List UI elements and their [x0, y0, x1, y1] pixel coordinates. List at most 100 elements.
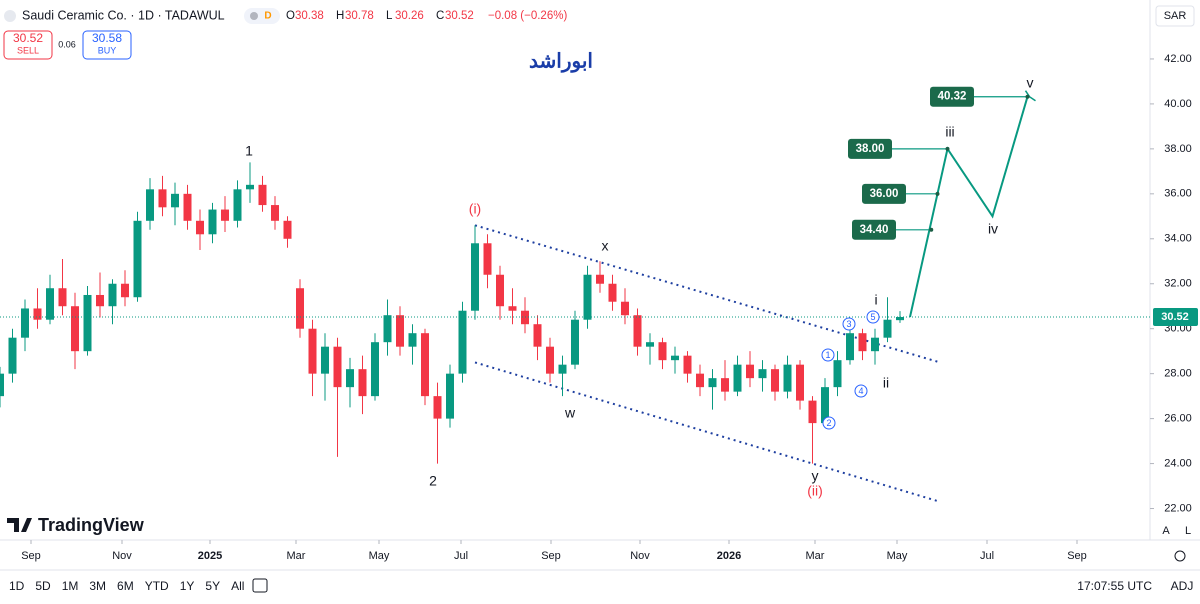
- candle-body: [158, 189, 167, 208]
- target-box: [848, 138, 892, 159]
- ohlc-value: 30.38: [295, 10, 324, 22]
- brand-name: TradingView: [38, 515, 145, 535]
- auto-scale[interactable]: A: [1162, 525, 1170, 537]
- y-tick-label: 28.00: [1164, 368, 1192, 380]
- candle-body: [271, 205, 279, 221]
- brand-logo: [7, 518, 32, 532]
- wave-label: 1: [825, 350, 830, 360]
- range-button[interactable]: 1D: [9, 579, 25, 593]
- settings-icon[interactable]: [1174, 550, 1186, 562]
- current-price-tag: [1153, 308, 1198, 327]
- x-tick-label: May: [887, 550, 908, 562]
- candle-body: [871, 337, 879, 352]
- wave-label: 5: [870, 312, 875, 322]
- target-point: [1025, 94, 1030, 99]
- x-tick-label: Mar: [806, 550, 825, 562]
- range-button[interactable]: 5D: [35, 579, 51, 593]
- candle-body: [258, 184, 267, 206]
- y-tick-label: 24.00: [1164, 457, 1192, 469]
- wave-label: ii: [883, 375, 889, 391]
- candle-body: [471, 243, 479, 311]
- ohlc-label: C: [436, 10, 444, 22]
- candle-body: [683, 355, 692, 374]
- market-dot: [250, 12, 258, 20]
- candle-body: [146, 189, 154, 221]
- y-tick-label: 36.00: [1164, 188, 1192, 200]
- target-label: 38.00: [856, 143, 885, 155]
- candle-body: [821, 387, 829, 424]
- candle-body: [496, 274, 504, 307]
- range-button[interactable]: All: [231, 579, 244, 593]
- candle-body: [333, 346, 342, 388]
- target-box: [930, 86, 974, 107]
- candle-body: [246, 184, 254, 190]
- sell-button[interactable]: [3, 30, 53, 60]
- candle-body: [546, 346, 554, 374]
- candle-body: [633, 315, 642, 347]
- candle-body: [108, 283, 117, 307]
- target-point: [935, 191, 940, 196]
- candle-body: [558, 364, 567, 374]
- wave-label: x: [602, 238, 609, 254]
- wave-label: i: [874, 292, 877, 308]
- currency-button[interactable]: [1155, 5, 1195, 27]
- target-box: [862, 183, 906, 204]
- candle-body: [746, 364, 754, 379]
- y-tick-label: 22.00: [1164, 502, 1192, 514]
- sell-price: 30.52: [13, 31, 43, 45]
- candle-body: [8, 337, 17, 374]
- y-tick-label: 34.00: [1164, 233, 1192, 245]
- range-button[interactable]: 6M: [117, 579, 134, 593]
- x-tick-label: Nov: [112, 550, 132, 562]
- candle-body: [808, 400, 817, 424]
- target-label: 34.40: [860, 224, 889, 236]
- candle-body: [21, 308, 29, 338]
- candle-body: [183, 193, 192, 221]
- candle-body: [396, 315, 404, 347]
- candle-body: [121, 283, 129, 298]
- currency: SAR: [1164, 10, 1187, 22]
- wave-label: 2: [429, 473, 437, 489]
- candle-body: [858, 333, 867, 352]
- y-tick-label: 38.00: [1164, 143, 1192, 155]
- date-range-icon[interactable]: [252, 578, 268, 593]
- range-button[interactable]: 3M: [89, 579, 106, 593]
- x-tick-label: Jul: [980, 550, 994, 562]
- range-button[interactable]: YTD: [145, 579, 169, 593]
- adjust-button[interactable]: ADJ: [1171, 579, 1194, 593]
- range-button[interactable]: 1Y: [180, 579, 195, 593]
- ohlc-value: 30.52: [445, 10, 474, 22]
- candle-body: [721, 378, 729, 392]
- candle-body: [796, 364, 804, 401]
- range-button[interactable]: 5Y: [205, 579, 220, 593]
- x-tick-label: 2025: [198, 550, 222, 562]
- candle-body: [458, 310, 467, 374]
- spread: 0.06: [58, 39, 76, 49]
- candle-body: [33, 308, 42, 320]
- buy-button[interactable]: [82, 30, 132, 60]
- wave-label: (i): [469, 201, 481, 217]
- ohlc-value: 30.78: [345, 10, 374, 22]
- candle-body: [221, 209, 229, 221]
- candle-body: [896, 317, 904, 321]
- wave-label: iv: [988, 221, 998, 237]
- clock: 17:07:55 UTC: [1077, 579, 1152, 593]
- candle-body: [283, 220, 292, 239]
- wave-circle: [866, 310, 880, 324]
- status-badge[interactable]: [244, 8, 280, 24]
- candle-body: [96, 294, 104, 307]
- range-button[interactable]: 1M: [62, 579, 79, 593]
- x-tick-label: 2026: [717, 550, 741, 562]
- candle-body: [696, 373, 704, 388]
- y-tick-label: 42.00: [1164, 53, 1192, 65]
- log-scale[interactable]: L: [1185, 525, 1191, 537]
- wave-label: (ii): [807, 483, 823, 499]
- candle-body: [733, 364, 742, 392]
- wave-label: y: [812, 468, 819, 484]
- candle-body: [771, 369, 779, 392]
- candle-body: [658, 342, 667, 361]
- x-tick-label: Sep: [1067, 550, 1087, 562]
- candle-body: [0, 373, 4, 397]
